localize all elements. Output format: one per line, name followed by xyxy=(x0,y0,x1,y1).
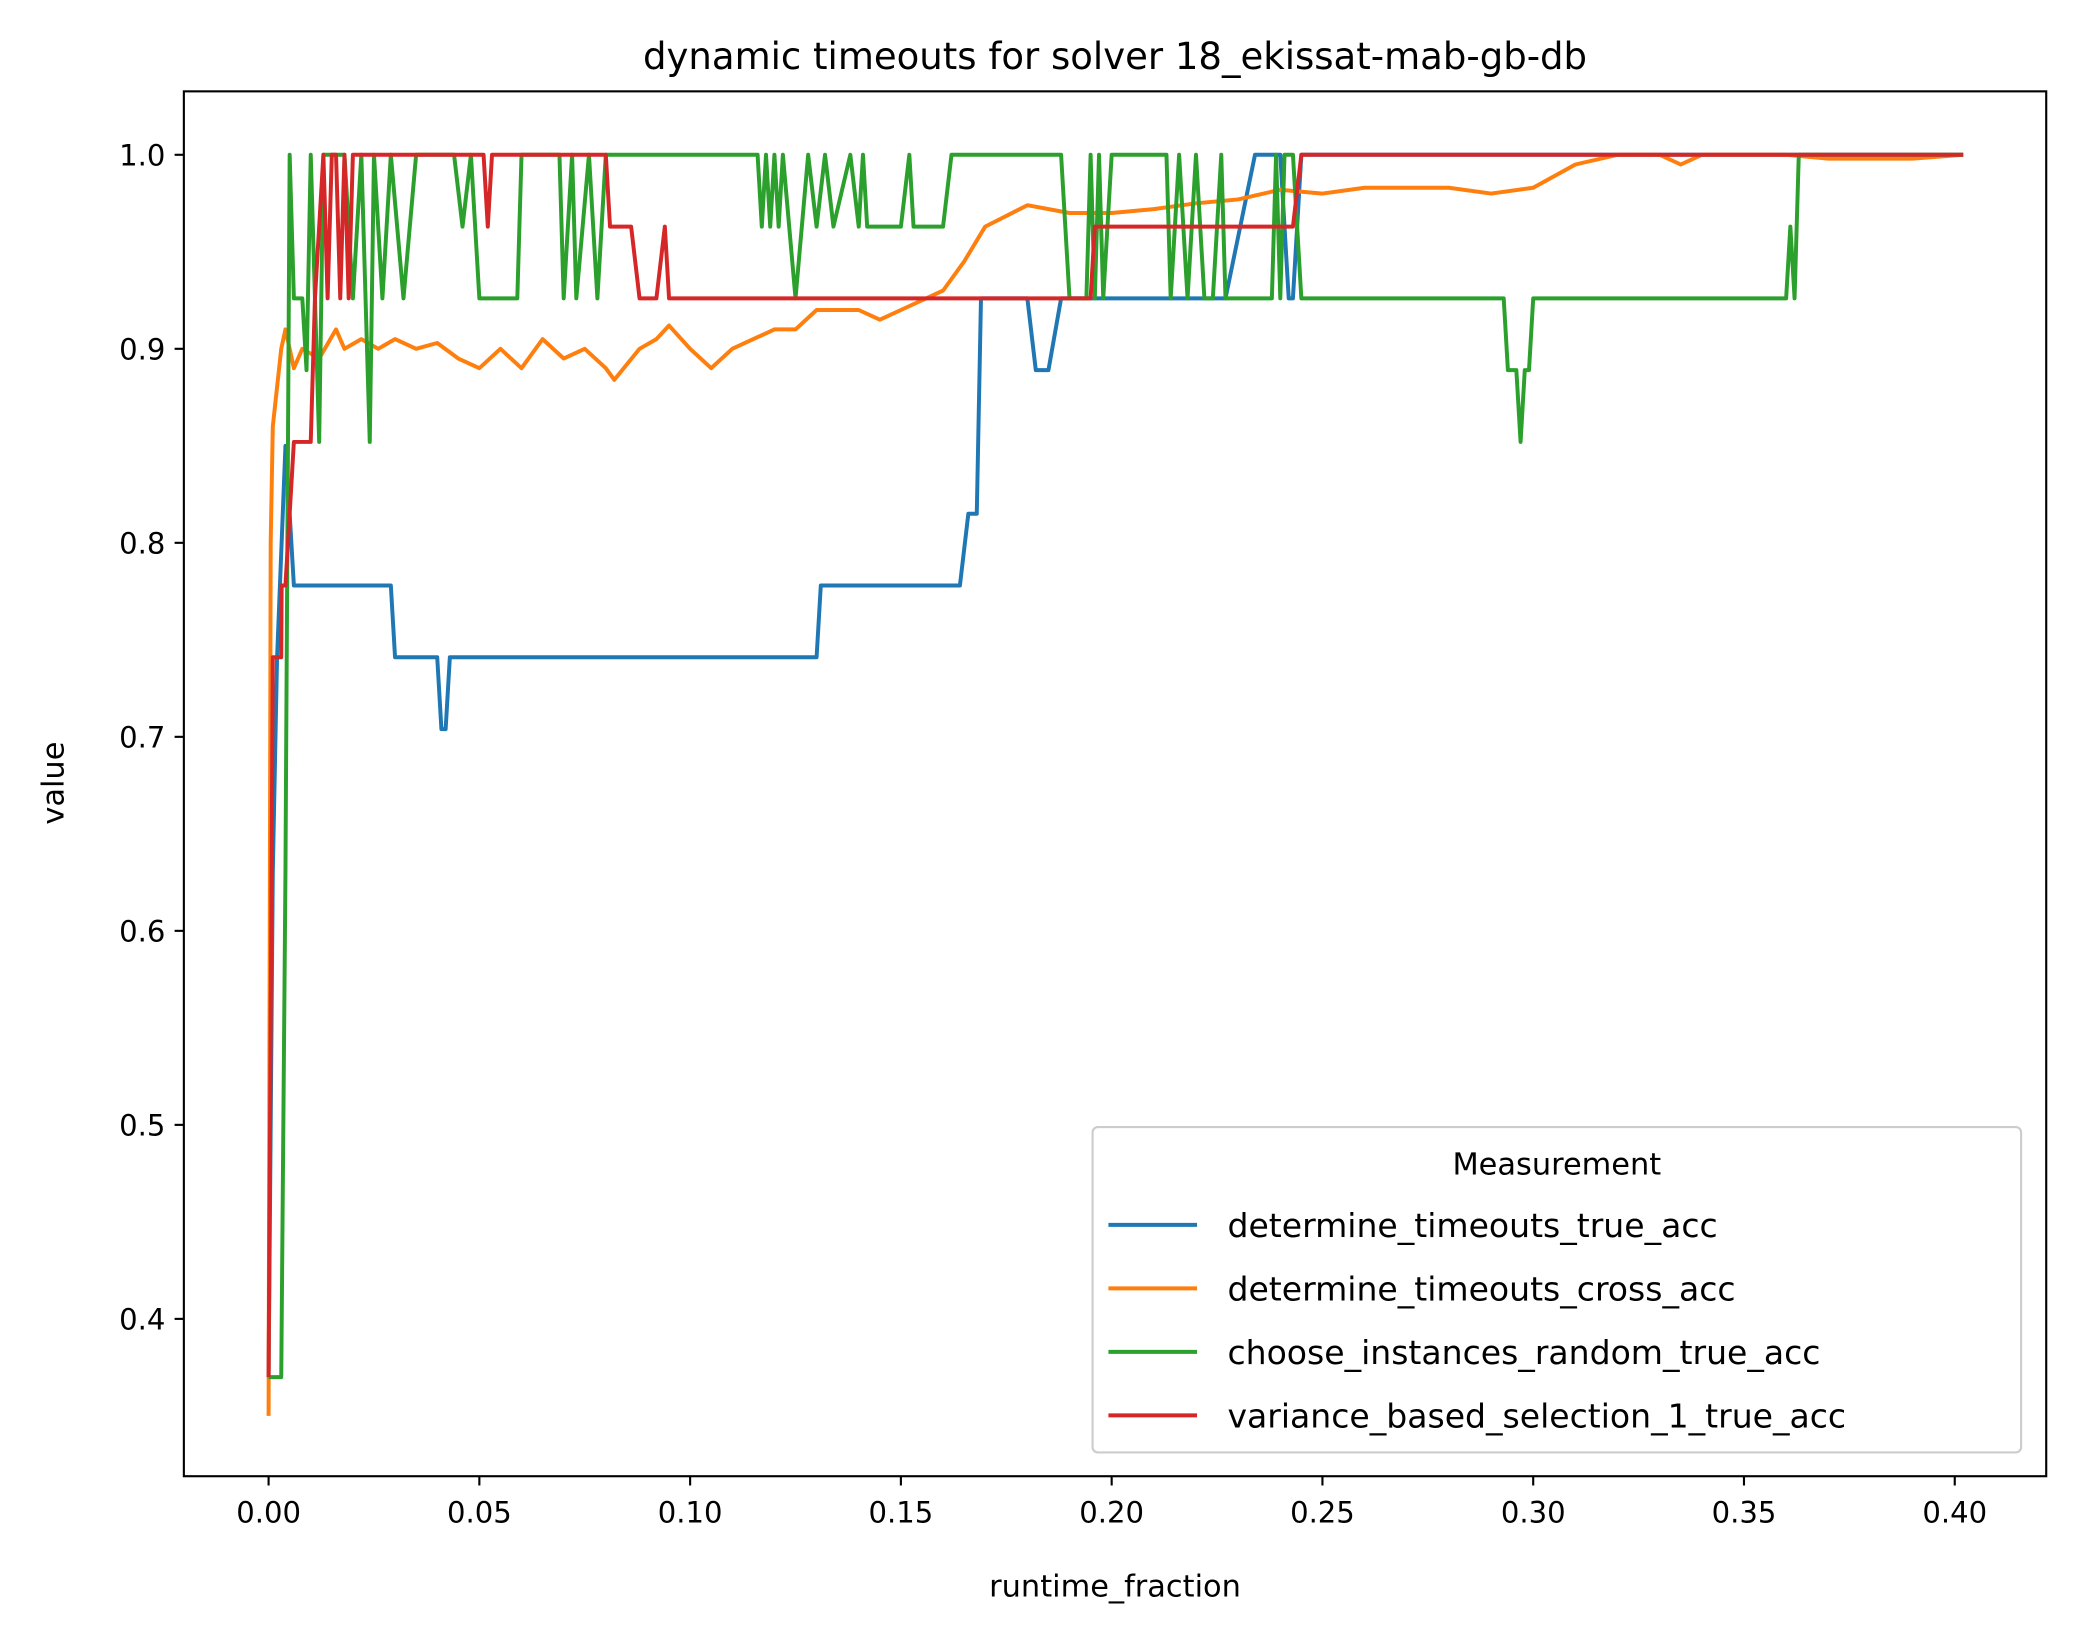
y-tick-label: 0.8 xyxy=(119,526,165,560)
x-tick-label: 0.20 xyxy=(1079,1496,1144,1530)
x-tick-label: 0.00 xyxy=(236,1496,301,1530)
x-tick-label: 0.10 xyxy=(658,1496,723,1530)
legend-label: variance_based_selection_1_true_acc xyxy=(1227,1396,1846,1435)
y-axis-label: value xyxy=(36,742,71,825)
x-tick-label: 0.30 xyxy=(1501,1496,1566,1530)
x-tick-label: 0.35 xyxy=(1712,1496,1777,1530)
y-tick-label: 1.0 xyxy=(119,138,165,172)
series-line xyxy=(266,152,1964,1378)
x-axis-label: runtime_fraction xyxy=(989,1570,1241,1605)
legend: Measurement determine_timeouts_true_accde… xyxy=(1091,1125,2023,1454)
y-tick-label: 0.9 xyxy=(119,332,165,366)
x-tick-label: 0.15 xyxy=(869,1496,934,1530)
legend-label: determine_timeouts_true_acc xyxy=(1227,1206,1717,1245)
y-tick-label: 0.5 xyxy=(119,1108,165,1142)
y-tick-label: 0.4 xyxy=(119,1302,165,1336)
legend-title: Measurement xyxy=(1452,1148,1661,1183)
chart-title: dynamic timeouts for solver 18_ekissat-m… xyxy=(643,35,1587,78)
y-tick-label: 0.7 xyxy=(119,720,165,754)
x-tick-label: 0.05 xyxy=(447,1496,512,1530)
axes-frame xyxy=(182,90,2048,1478)
y-tick-label: 0.6 xyxy=(119,914,165,948)
series-line xyxy=(266,152,1964,1378)
series-line xyxy=(268,152,1964,1380)
plot-area xyxy=(266,152,1964,1416)
x-tick-label: 0.40 xyxy=(1922,1496,1987,1530)
legend-box xyxy=(1091,1125,2023,1454)
legend-label: determine_timeouts_cross_acc xyxy=(1227,1269,1735,1308)
x-tick-label: 0.25 xyxy=(1290,1496,1355,1530)
legend-label: choose_instances_random_true_acc xyxy=(1227,1333,1820,1372)
series-line xyxy=(266,152,1964,1416)
